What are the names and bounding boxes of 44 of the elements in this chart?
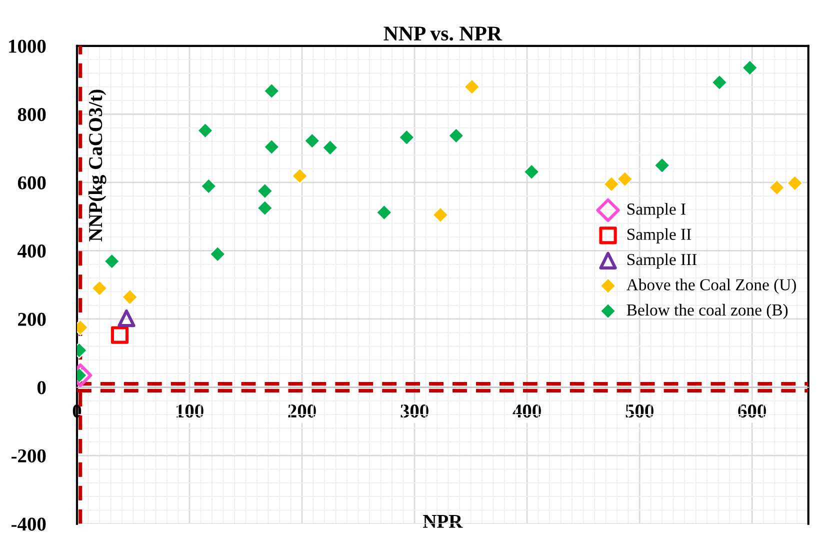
point: [256, 182, 274, 200]
point: [711, 74, 728, 91]
y-tick-label: -400: [12, 518, 46, 531]
point: [263, 82, 280, 100]
y-tick-label: -200: [12, 449, 46, 462]
y-tick-label: 1000: [9, 40, 46, 53]
point: [209, 246, 226, 262]
point: [603, 176, 620, 192]
y-tick-label: 600: [18, 176, 46, 190]
point: [104, 253, 120, 270]
point: [122, 288, 138, 306]
point: [322, 139, 338, 156]
point: [742, 60, 758, 76]
point: [118, 309, 136, 328]
point: [263, 138, 280, 156]
point: [304, 132, 320, 149]
y-tick-label: 400: [18, 244, 46, 258]
point: [110, 326, 129, 344]
point: [376, 204, 392, 221]
legend-label: Sample III: [627, 253, 697, 269]
point: [197, 122, 214, 139]
point: [768, 179, 786, 196]
point: [654, 157, 670, 174]
chart-title: NNP vs. NPR: [384, 26, 502, 41]
legend-label: Above the Coal Zone (U): [626, 278, 796, 294]
point: [448, 128, 464, 144]
point: [432, 206, 449, 224]
point: [292, 168, 308, 184]
legend-label: Sample II: [627, 228, 692, 244]
point: [464, 78, 480, 96]
point: [616, 170, 634, 188]
y-tick-label: 800: [18, 108, 46, 122]
y-axis-title: NNP(kg CaCO3/t): [88, 90, 106, 242]
y-tick-label: 200: [18, 312, 46, 326]
point: [200, 178, 217, 194]
point: [256, 200, 274, 216]
legend-label: Below the coal zone (B): [626, 304, 788, 319]
x-axis-title: NPR: [423, 515, 463, 528]
y-tick-label: 0: [37, 381, 46, 394]
legend-label: Sample I: [627, 203, 686, 218]
point: [523, 164, 540, 180]
point: [91, 280, 108, 296]
point: [786, 174, 804, 192]
point: [398, 129, 415, 146]
